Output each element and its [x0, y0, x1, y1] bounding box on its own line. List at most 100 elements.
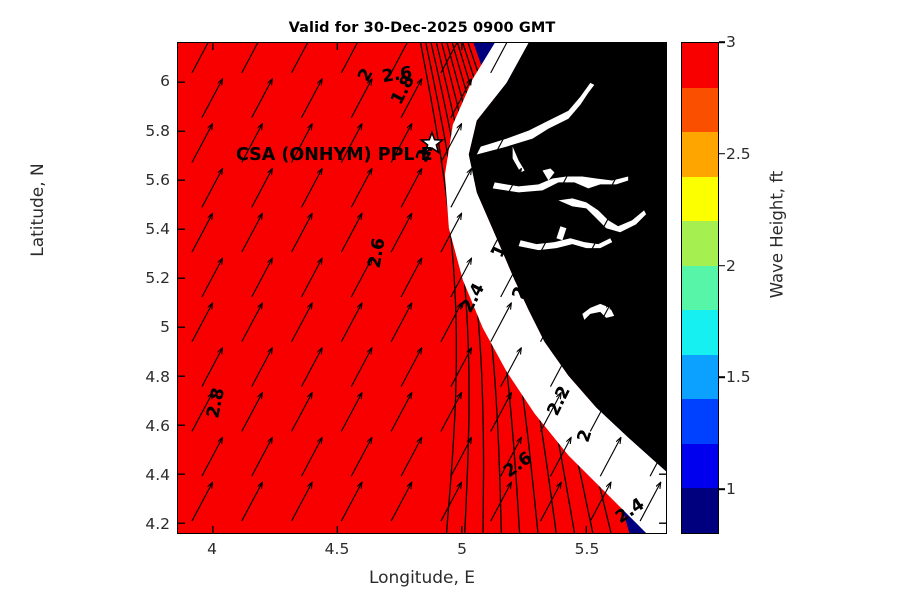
direction-vector: [340, 43, 358, 74]
direction-vector: [440, 124, 462, 163]
direction-vector: [340, 124, 362, 163]
direction-vector: [350, 438, 372, 477]
direction-vector: [191, 124, 213, 163]
y-tick-label: 4.2: [145, 515, 170, 534]
river-estuary: [558, 198, 647, 233]
direction-vector: [599, 258, 621, 298]
direction-vector: [251, 258, 273, 298]
direction-vector: [201, 348, 223, 387]
direction-vector: [540, 482, 562, 522]
direction-vector: [549, 258, 571, 298]
direction-vector: [251, 348, 273, 387]
contour-map: [178, 43, 666, 533]
direction-vector: [589, 213, 611, 253]
direction-vector: [291, 213, 313, 253]
y-tick-label: 5.6: [145, 170, 170, 189]
direction-vector: [540, 213, 562, 253]
direction-vector: [599, 169, 621, 208]
x-tick-label: 4: [207, 540, 217, 558]
y-axis-ticks: 4.2 4.4 4.6 4.8 5 5.2 5.4 5.6 5.8 6: [100, 42, 170, 534]
direction-vector: [201, 438, 223, 477]
direction-vector: [540, 124, 562, 163]
direction-vector: [450, 348, 472, 387]
y-tick-label: 4.4: [145, 465, 170, 484]
direction-vector: [300, 169, 322, 208]
direction-vector: [241, 43, 259, 74]
site-star-marker[interactable]: [419, 130, 445, 155]
direction-vector: [500, 438, 522, 477]
colorbar-band: [682, 221, 718, 266]
direction-vector: [589, 393, 611, 432]
direction-vector: [589, 482, 611, 522]
direction-vector: [540, 43, 558, 74]
direction-vector: [291, 303, 313, 343]
direction-vector: [639, 303, 661, 343]
y-tick-label: 6: [160, 72, 170, 91]
direction-vector: [201, 258, 223, 298]
direction-vector: [241, 482, 263, 522]
direction-vector: [649, 438, 666, 477]
direction-vector: [300, 438, 322, 477]
river-estuary: [476, 82, 595, 155]
colorbar-tick-label: 2: [726, 256, 736, 275]
direction-vector: [450, 79, 472, 118]
contour-line: [425, 43, 470, 533]
direction-vector: [340, 482, 362, 522]
contour-line: [419, 43, 458, 533]
direction-vector: [540, 393, 562, 432]
direction-vector: [350, 169, 372, 208]
direction-vector: [390, 482, 412, 522]
direction-vector: [390, 393, 412, 432]
direction-vector: [350, 79, 372, 118]
coastal-shallow-strip: [444, 43, 666, 533]
direction-vector: [400, 79, 422, 118]
direction-vector: [450, 169, 472, 208]
direction-vector: [490, 124, 512, 163]
colorbar-tick-label: 3: [726, 33, 736, 51]
direction-vector: [300, 348, 322, 387]
colorbar-band: [682, 399, 718, 444]
direction-vector: [191, 303, 213, 343]
direction-vector: [500, 169, 522, 208]
direction-vector: [251, 438, 273, 477]
river-estuary: [512, 146, 525, 173]
river-estuary: [492, 176, 629, 193]
direction-vector: [589, 303, 611, 343]
direction-vector: [490, 393, 512, 432]
direction-vector: [589, 124, 611, 163]
colorbar-band: [682, 354, 718, 400]
direction-vector: [490, 43, 508, 74]
colorbar-tick-label: 1: [726, 480, 736, 499]
direction-vector: [639, 124, 661, 163]
direction-vector: [291, 482, 313, 522]
direction-vector: [450, 438, 472, 477]
direction-vector: [639, 43, 657, 74]
direction-vector: [490, 303, 512, 343]
direction-vector: [589, 43, 607, 74]
direction-vector: [251, 169, 273, 208]
direction-vector: [440, 482, 462, 522]
direction-vector: [300, 258, 322, 298]
direction-vector: [490, 213, 512, 253]
colorbar-tick-mark: [719, 376, 725, 379]
colorbar-band: [682, 488, 718, 533]
direction-vector: [191, 393, 213, 432]
direction-vector: [649, 79, 666, 118]
direction-vector: [400, 348, 422, 387]
y-tick-label: 5.2: [145, 269, 170, 288]
direction-vector: [291, 124, 313, 163]
direction-vector: [639, 393, 661, 432]
direction-vector: [549, 169, 571, 208]
direction-vector: [201, 79, 223, 118]
y-tick-label: 5.4: [145, 219, 170, 238]
figure-title: Valid for 30-Dec-2025 0900 GMT: [288, 20, 556, 36]
direction-vector: [191, 43, 209, 74]
direction-vector: [639, 482, 661, 522]
river-estuary: [556, 226, 567, 241]
map-plot-area[interactable]: 2.6 2 1.8 2. 2.6 2.4 1.8 2 2.8 2.2 2 2.6 2.4 CSA (ON…: [177, 42, 667, 534]
direction-vector: [400, 258, 422, 298]
y-tick-label: 5: [160, 318, 170, 337]
direction-vector: [500, 348, 522, 387]
direction-vector: [440, 303, 462, 343]
direction-vector: [350, 348, 372, 387]
